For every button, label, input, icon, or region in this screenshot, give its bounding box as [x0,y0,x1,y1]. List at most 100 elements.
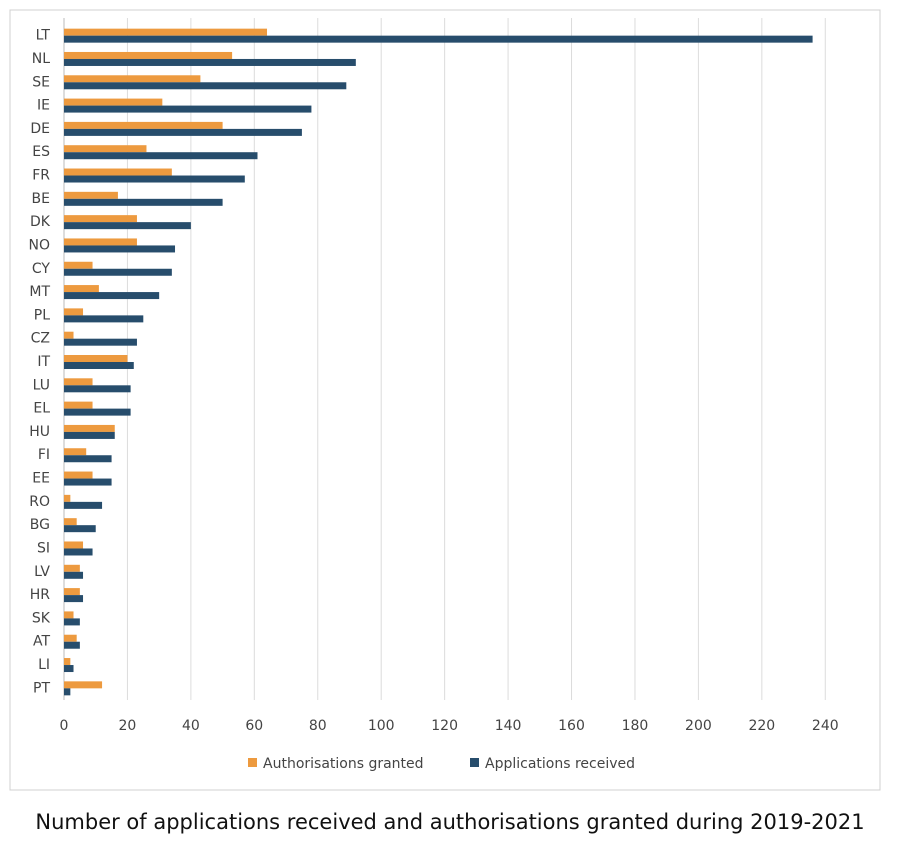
legend-label: Authorisations granted [263,756,424,772]
bar [64,98,163,106]
legend-swatch [248,758,257,767]
x-tick-label: 140 [495,718,522,734]
bar [64,261,93,269]
y-tick-label: LU [33,377,50,393]
bar [64,688,71,696]
y-tick-label: SI [37,540,50,556]
bar [64,168,172,176]
bar [64,448,87,456]
y-tick-label: CY [32,261,51,277]
bar [64,564,80,572]
y-tick-label: PT [33,680,50,696]
bar [64,308,84,316]
bar [64,658,71,666]
bar [64,431,115,439]
y-tick-label: SE [32,74,50,90]
bar [64,518,77,526]
bar [64,285,99,293]
bar [64,175,245,183]
bar [64,75,201,83]
y-tick-label: PL [34,307,50,323]
x-tick-label: 60 [245,718,263,734]
bar [64,362,134,369]
bar [64,238,137,246]
bar [64,611,74,619]
y-tick-label: HR [30,587,51,603]
bar [64,35,813,43]
bar [64,82,347,90]
y-tick-label: MT [29,284,50,300]
y-tick-label: LI [38,657,50,673]
bar [64,215,137,223]
bar [64,121,223,129]
bar [64,525,96,533]
bar [64,588,80,596]
bar [64,408,131,416]
x-tick-label: 0 [60,718,69,734]
bar [64,548,93,556]
bar [64,245,176,253]
bar [64,571,84,579]
y-tick-label: FI [38,447,50,463]
bar [64,355,128,362]
y-tick-label: LT [36,28,51,44]
bar [64,641,80,649]
y-tick-label: BE [32,191,50,207]
x-tick-label: 220 [748,718,775,734]
bar [64,455,112,463]
y-tick-label: AT [33,634,50,650]
bar [64,128,302,136]
bar [64,292,160,300]
y-tick-label: LV [34,564,50,580]
bar [64,501,103,509]
bar [64,338,137,346]
x-tick-label: 100 [368,718,395,734]
y-tick-label: SK [32,610,51,626]
x-tick-label: 80 [309,718,327,734]
bar [64,385,131,393]
x-tick-label: 160 [558,718,585,734]
y-tick-label: FR [32,168,50,184]
bar [64,634,77,642]
bar [64,145,147,153]
y-tick-label: RO [29,494,50,510]
x-tick-label: 120 [431,718,458,734]
y-tick-label: DK [30,214,51,230]
bar [64,105,312,113]
x-tick-label: 180 [622,718,649,734]
bar [64,222,191,230]
y-tick-label: HU [29,424,50,440]
bar [64,152,258,160]
y-tick-label: CZ [31,331,50,347]
y-tick-label: IE [37,98,50,114]
x-tick-label: 200 [685,718,712,734]
bar [64,618,80,626]
bar [64,198,223,206]
bar [64,315,144,323]
x-tick-label: 240 [812,718,839,734]
bar [64,268,172,276]
y-tick-label: DE [30,121,50,137]
bar [64,331,74,339]
y-tick-label: EE [32,471,50,487]
legend-label: Applications received [485,756,635,772]
bar [64,401,93,409]
bar [64,471,93,479]
bar [64,595,84,603]
x-tick-label: 20 [119,718,137,734]
y-tick-label: ES [32,144,50,160]
bar [64,191,118,199]
chart-frame [9,9,881,791]
bar [64,58,356,66]
y-tick-label: NL [32,51,50,67]
chart-title: Number of applications received and auth… [35,810,864,834]
x-tick-label: 40 [182,718,200,734]
y-tick-label: NO [29,237,51,253]
y-tick-label: IT [37,354,50,370]
bar [64,665,74,673]
y-tick-label: EL [33,401,50,417]
bar [64,541,84,549]
bar [64,478,112,486]
bar [64,494,71,502]
